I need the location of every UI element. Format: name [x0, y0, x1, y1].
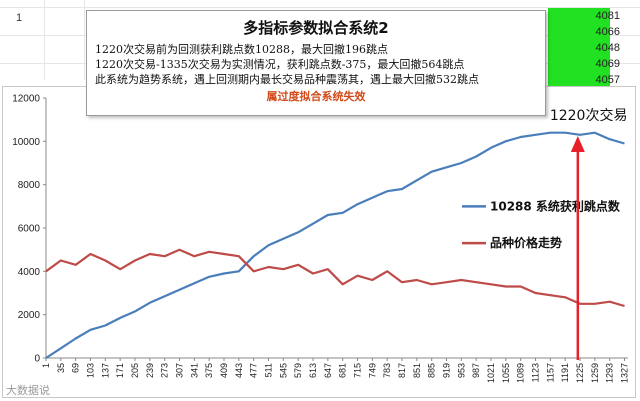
- y-tick-label: 6000: [18, 224, 41, 235]
- y-tick-label: 2000: [18, 310, 41, 321]
- y-tick-label: 10000: [12, 137, 40, 148]
- x-tick-label: 1157: [545, 363, 555, 382]
- sheet-gridline: [0, 7, 640, 8]
- x-tick-label: 341: [189, 363, 199, 378]
- x-tick-label: 613: [308, 363, 318, 378]
- textbox-line-backtest: 1220次交易前为回测获利跳点数10288，最大回撤196跳点: [95, 43, 388, 56]
- series-line-1: [45, 131, 625, 359]
- x-tick-label: 1225: [575, 363, 585, 383]
- x-tick-label: 817: [397, 363, 407, 378]
- y-tick-label: 8000: [18, 180, 41, 191]
- x-tick-label: 851: [412, 363, 422, 378]
- cell-value[interactable]: 4048: [595, 42, 620, 54]
- x-tick-label: 137: [100, 363, 110, 378]
- x-tick-label: 715: [353, 363, 363, 378]
- textbox-warning: 属过度拟合系统失效: [266, 90, 366, 103]
- x-tick-label: 273: [160, 363, 170, 378]
- x-tick-label: 681: [338, 363, 348, 378]
- x-tick-label: 885: [427, 363, 437, 378]
- textbox-line-live: 1220次交易-1335次交易为实测情况，获利跳点数-375，最大回撤564跳点: [95, 58, 465, 71]
- x-tick-label: 511: [264, 363, 274, 377]
- x-tick-label: 749: [367, 363, 377, 378]
- x-tick-label: 171: [115, 363, 125, 378]
- legend-label-1: 10288 系统获利跳点数: [490, 198, 621, 213]
- x-tick-label: 1123: [531, 363, 541, 382]
- x-tick-label: 103: [86, 363, 96, 378]
- x-tick-label: 783: [382, 363, 392, 378]
- y-tick-label: 0: [34, 354, 40, 365]
- textbox-line-trend: 此系统为趋势系统，遇上回测期内最长交易品种震荡其，遇上最大回撤532跳点: [95, 73, 479, 86]
- annotation-arrow-head: [570, 136, 585, 152]
- x-tick-label: 375: [204, 363, 214, 378]
- y-tick-label: 4000: [18, 267, 41, 278]
- x-tick-label: 477: [249, 363, 259, 378]
- x-tick-label: 409: [219, 363, 229, 378]
- x-tick-label: 1327: [620, 363, 630, 383]
- y-tick-label: 12000: [12, 94, 40, 105]
- sheet-gridline: [84, 0, 85, 80]
- x-tick-label: 1055: [501, 363, 511, 383]
- x-tick-label: 69: [71, 363, 81, 373]
- x-tick-label: 953: [456, 363, 466, 378]
- cell-value[interactable]: 4081: [595, 10, 620, 22]
- series-line-2: [45, 248, 625, 308]
- x-tick-label: 1089: [516, 363, 526, 383]
- description-textbox[interactable]: 多指标参数拟合系统2 1220次交易前为回测获利跳点数10288，最大回撤196…: [86, 10, 546, 116]
- sheet-gridline: [44, 0, 45, 80]
- number-cells: 4081 4066 4048 4069 4057: [592, 8, 640, 88]
- cell-value[interactable]: 4069: [595, 58, 620, 70]
- legend-label-2: 品种价格走势: [490, 235, 562, 250]
- watermark: 大数据说: [6, 384, 50, 397]
- x-tick-label: 443: [234, 363, 244, 378]
- x-tick-label: 987: [471, 363, 481, 378]
- x-tick-label: 1: [41, 363, 51, 368]
- x-tick-label: 545: [278, 363, 288, 378]
- x-tick-label: 647: [323, 363, 333, 378]
- chart-frame[interactable]: [2, 86, 636, 398]
- x-tick-label: 205: [130, 363, 140, 378]
- x-tick-label: 579: [293, 363, 303, 378]
- cell-value[interactable]: 4066: [595, 26, 620, 38]
- x-tick-label: 1259: [590, 363, 600, 383]
- x-tick-label: 919: [442, 363, 452, 378]
- x-tick-label: 1021: [486, 363, 496, 383]
- x-tick-label: 307: [175, 363, 185, 378]
- x-tick-label: 1293: [605, 363, 615, 383]
- x-tick-label: 1191: [560, 363, 570, 382]
- x-tick-label: 35: [56, 363, 66, 373]
- row-number[interactable]: 1: [16, 12, 23, 24]
- textbox-title: 多指标参数拟合系统2: [243, 19, 389, 37]
- x-tick-label: 239: [145, 363, 155, 378]
- cell-value[interactable]: 4057: [595, 74, 620, 86]
- annotation-label: 1220次交易: [550, 107, 628, 124]
